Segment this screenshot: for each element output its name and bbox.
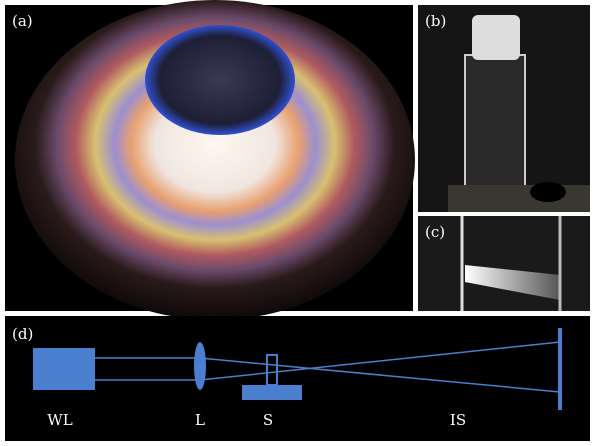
lens (194, 342, 206, 390)
diagram-label: IS (450, 411, 466, 429)
panel-label: (b) (425, 12, 446, 30)
panel-label: (a) (12, 12, 33, 30)
hole (530, 182, 566, 202)
panel-label: (d) (12, 325, 33, 343)
panel-label: (c) (425, 223, 445, 241)
stage (242, 385, 302, 400)
cap (472, 15, 520, 60)
table (448, 185, 590, 212)
diagram-label: S (263, 411, 273, 429)
diagram-label: L (195, 411, 205, 429)
diagram-label: WL (47, 411, 72, 429)
droplet (145, 25, 295, 135)
cuvette (465, 55, 525, 190)
figure: (a) (b) (c) (d) WL L S IS (0, 0, 595, 446)
screen (558, 328, 562, 410)
white-light (33, 348, 95, 390)
